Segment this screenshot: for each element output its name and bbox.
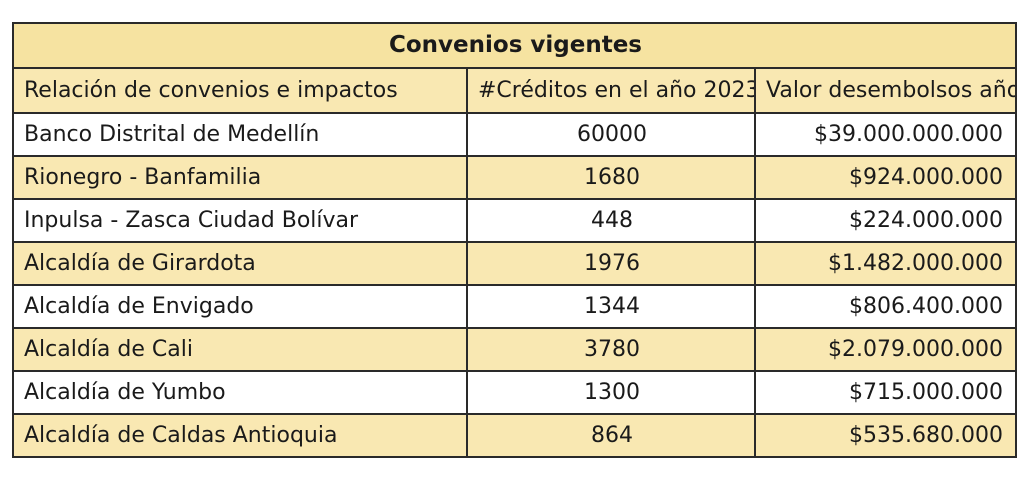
value-cell: $535.680.000 <box>754 413 1017 458</box>
column-header-convenios: Relación de convenios e impactos <box>12 67 468 114</box>
table-row: Alcaldía de Caldas Antioquia 864 $535.68… <box>12 413 1017 458</box>
table-row: Alcaldía de Cali 3780 $2.079.000.000 <box>12 327 1017 372</box>
convenio-name-cell: Inpulsa - Zasca Ciudad Bolívar <box>12 198 468 243</box>
convenio-name-cell: Alcaldía de Yumbo <box>12 370 468 415</box>
value-cell: $39.000.000.000 <box>754 112 1017 157</box>
convenio-name-cell: Banco Distrital de Medellín <box>12 112 468 157</box>
table-row: Rionegro - Banfamilia 1680 $924.000.000 <box>12 155 1017 200</box>
value-cell: $224.000.000 <box>754 198 1017 243</box>
column-header-valor: Valor desembolsos año <box>754 67 1017 114</box>
convenio-name-cell: Alcaldía de Envigado <box>12 284 468 329</box>
table-header-row: Relación de convenios e impactos #Crédit… <box>12 67 1017 114</box>
credits-cell: 1344 <box>466 284 756 329</box>
credits-cell: 864 <box>466 413 756 458</box>
table-title-row: Convenios vigentes <box>12 22 1017 69</box>
table-title: Convenios vigentes <box>12 22 1017 69</box>
table-row: Alcaldía de Girardota 1976 $1.482.000.00… <box>12 241 1017 286</box>
table-row: Banco Distrital de Medellín 60000 $39.00… <box>12 112 1017 157</box>
credits-cell: 1976 <box>466 241 756 286</box>
credits-cell: 448 <box>466 198 756 243</box>
column-header-creditos: #Créditos en el año 2023 <box>466 67 756 114</box>
table-row: Alcaldía de Envigado 1344 $806.400.000 <box>12 284 1017 329</box>
value-cell: $2.079.000.000 <box>754 327 1017 372</box>
convenios-table: Convenios vigentes Relación de convenios… <box>12 22 1017 458</box>
value-cell: $715.000.000 <box>754 370 1017 415</box>
convenio-name-cell: Alcaldía de Cali <box>12 327 468 372</box>
credits-cell: 1300 <box>466 370 756 415</box>
credits-cell: 3780 <box>466 327 756 372</box>
table-row: Alcaldía de Yumbo 1300 $715.000.000 <box>12 370 1017 415</box>
value-cell: $806.400.000 <box>754 284 1017 329</box>
credits-cell: 1680 <box>466 155 756 200</box>
value-cell: $924.000.000 <box>754 155 1017 200</box>
convenio-name-cell: Alcaldía de Caldas Antioquia <box>12 413 468 458</box>
credits-cell: 60000 <box>466 112 756 157</box>
table-row: Inpulsa - Zasca Ciudad Bolívar 448 $224.… <box>12 198 1017 243</box>
convenio-name-cell: Alcaldía de Girardota <box>12 241 468 286</box>
convenio-name-cell: Rionegro - Banfamilia <box>12 155 468 200</box>
value-cell: $1.482.000.000 <box>754 241 1017 286</box>
